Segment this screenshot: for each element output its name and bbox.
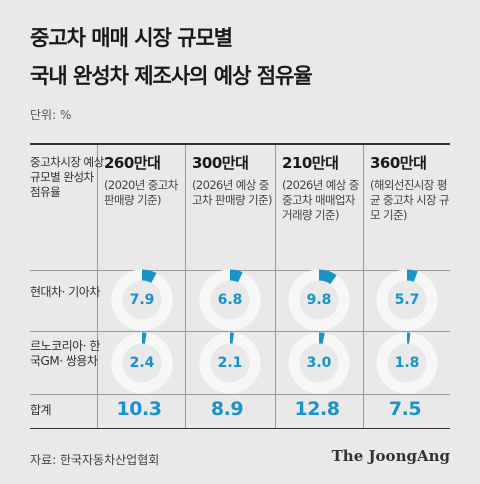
donut-svg: [111, 269, 173, 331]
share-donut: 2.4: [110, 331, 174, 395]
column-label: 210만대: [282, 154, 339, 172]
donut-value-label: 3.0: [306, 355, 332, 371]
total-value: 12.8: [294, 398, 340, 420]
row-label-renault-gm-ssangyong: 르노코리아· 한국GM· 쌍용차: [30, 339, 100, 368]
total-value: 8.9: [210, 398, 244, 420]
chart-title-line1: 중고차 매매 시장 규모별: [30, 26, 233, 50]
donut-track: [288, 269, 350, 331]
donut-value-label: 2.1: [217, 355, 243, 371]
donut-value-label: 2.4: [129, 355, 155, 371]
column-note: (2026년 예상 중중고차 매매업자 거래량 기준): [282, 178, 359, 222]
row-divider-2: [30, 394, 450, 395]
donut-share-arc: [376, 332, 438, 394]
donut-svg: [199, 269, 261, 331]
donut-value-label: 7.9: [129, 292, 155, 308]
donut-svg: [199, 332, 261, 394]
column-divider-4: [363, 145, 364, 428]
source-note: 자료: 한국자동차산업협회: [30, 453, 160, 467]
donut-share-arc: [199, 332, 261, 394]
share-donut: 2.1: [198, 331, 262, 395]
column-header-1: 260만대 (2020년 중고차 판매량 기준): [104, 152, 188, 208]
donut-svg: [288, 269, 350, 331]
column-note: (해외선진시장 평균 중고차 시장 규모 기준): [370, 178, 450, 222]
total-value: 10.3: [116, 398, 162, 420]
donut-share-arc: [199, 269, 261, 331]
column-header-4: 360만대 (해외선진시장 평균 중고차 시장 규모 기준): [370, 152, 454, 223]
column-note: (2026년 예상 중고차 판매량 기준): [192, 178, 272, 207]
row-divider-1: [30, 331, 450, 332]
share-donut: 1.8: [375, 331, 439, 395]
header-divider: [30, 270, 450, 271]
donut-svg: [376, 332, 438, 394]
donut-value-label: 9.8: [306, 292, 332, 308]
column-note: (2020년 중고차 판매량 기준): [104, 178, 178, 207]
column-header-2: 300만대 (2026년 예상 중고차 판매량 기준): [192, 152, 276, 208]
unit-label: 단위: %: [30, 108, 72, 122]
column-label: 300만대: [192, 154, 249, 172]
share-donut: 3.0: [287, 331, 351, 395]
share-donut: 9.8: [287, 268, 351, 332]
donut-value-label: 5.7: [394, 292, 420, 308]
publisher-logo: The JoongAng: [331, 447, 450, 465]
column-label: 360만대: [370, 154, 427, 172]
donut-share-arc: [111, 269, 173, 331]
corner-label: 중고차시장 예상 규모별 완성차 점유율: [30, 155, 104, 199]
column-label: 260만대: [104, 154, 161, 172]
table-bottom-rule: [30, 428, 450, 429]
share-donut: 7.9: [110, 268, 174, 332]
donut-share-arc: [376, 269, 438, 331]
donut-value-label: 6.8: [217, 292, 243, 308]
donut-svg: [111, 332, 173, 394]
donut-value-label: 1.8: [394, 355, 420, 371]
column-divider-3: [275, 145, 276, 428]
column-divider-1: [97, 145, 98, 428]
donut-svg: [288, 332, 350, 394]
column-divider-2: [185, 145, 186, 428]
table-top-rule: [30, 143, 450, 145]
column-header-3: 210만대 (2026년 예상 중중고차 매매업자 거래량 기준): [282, 152, 366, 223]
donut-share-arc: [111, 332, 173, 394]
share-donut: 5.7: [375, 268, 439, 332]
donut-share-arc: [288, 332, 350, 394]
row-label-total: 합계: [30, 403, 52, 417]
row-label-hyundai-kia: 현대차· 기아차: [30, 285, 100, 299]
total-value: 7.5: [388, 398, 422, 420]
share-donut: 6.8: [198, 268, 262, 332]
donut-svg: [376, 269, 438, 331]
chart-title-line2: 국내 완성차 제조사의 예상 점유율: [30, 64, 313, 88]
